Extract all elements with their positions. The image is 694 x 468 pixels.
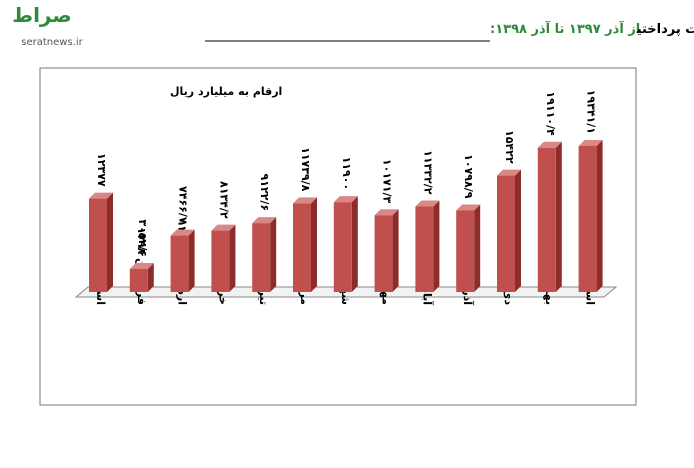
bar-side xyxy=(596,140,603,292)
bar xyxy=(456,204,481,292)
bar-side xyxy=(107,192,113,292)
bar xyxy=(211,224,236,292)
bar-front xyxy=(497,175,515,292)
value-label: ۹۱۲۲/۶ xyxy=(258,174,271,212)
bar-top xyxy=(537,141,562,148)
bar-front xyxy=(374,215,393,292)
bar-front xyxy=(456,210,475,292)
bar-top xyxy=(497,169,521,176)
bar-side xyxy=(392,209,399,292)
value-label: ۸۱۳۴/۲ xyxy=(217,181,230,219)
value-label: ۱۰۱۷۱/۳ xyxy=(381,159,394,204)
bar xyxy=(170,229,195,292)
value-label: ۱۵۴۲۲ xyxy=(503,130,516,164)
bar xyxy=(415,200,440,292)
bar-front xyxy=(537,147,556,292)
bar xyxy=(89,192,113,292)
bar-top xyxy=(211,224,236,231)
bar-top xyxy=(374,209,399,216)
bar-front xyxy=(578,146,597,292)
bar-side xyxy=(229,224,236,292)
value-label: ۷۴۶۶/۷ xyxy=(177,186,190,224)
bar-side xyxy=(515,169,521,292)
bar-side xyxy=(433,200,440,292)
bar-front xyxy=(333,202,352,292)
bar-front xyxy=(293,203,311,292)
bar-front xyxy=(415,206,434,292)
title-range: از آذر ۱۳۹۷ تا آذر ۱۳۹۸: xyxy=(490,20,642,37)
bar xyxy=(293,197,317,292)
bar-top xyxy=(578,140,603,146)
bar-front xyxy=(211,230,230,292)
bar xyxy=(374,209,399,292)
bar-top xyxy=(170,229,195,236)
bar-top xyxy=(415,200,440,207)
value-label: ۱۱۷۳۹/۸ xyxy=(299,147,312,192)
bar-side xyxy=(270,217,277,292)
chart-frame xyxy=(39,67,637,406)
bar-side xyxy=(188,229,195,292)
bar-front xyxy=(129,268,148,292)
bar xyxy=(129,262,154,292)
value-label: ۱۹۱۱۰/۴ xyxy=(544,91,557,136)
bar xyxy=(333,196,358,292)
watermark-site: seratnews.ir xyxy=(21,37,83,48)
watermark-logo: صراط xyxy=(12,3,71,27)
value-label: ۳۰۵۲/۶ xyxy=(136,219,149,257)
bar-side xyxy=(474,204,481,292)
value-label: ۱۱۹۰۰ xyxy=(340,157,353,191)
bar xyxy=(537,141,562,292)
bar-top xyxy=(456,204,481,211)
title-main: روند میزان تسهیلات پرداختی xyxy=(636,22,694,37)
value-label: ۱۱۳۳۲/۲ xyxy=(421,150,434,195)
bar-top xyxy=(293,197,317,204)
chart-title: روند میزان تسهیلات پرداختیاز آذر ۱۳۹۷ تا… xyxy=(490,20,694,37)
bar-top xyxy=(252,217,277,224)
bar-top xyxy=(129,262,154,269)
bar-side xyxy=(147,262,154,292)
unit-label: ارقام به میلیارد ریال xyxy=(170,85,282,98)
value-label: ۱۲۳۷۷ xyxy=(95,153,108,187)
bar-side xyxy=(351,196,358,292)
bar-front xyxy=(252,223,271,292)
value-label: ۱۹۳۴۱/۱ xyxy=(585,90,598,134)
bar-top xyxy=(333,196,358,203)
bar xyxy=(497,169,521,292)
bar-side xyxy=(311,197,317,292)
bar xyxy=(578,140,603,292)
bar xyxy=(252,217,277,292)
bar-side xyxy=(555,141,562,292)
value-label: ۱۰۷۹۸/۹ xyxy=(462,154,475,199)
bar-top xyxy=(89,192,113,199)
bar-front xyxy=(89,198,107,292)
bar-front xyxy=(170,235,189,292)
